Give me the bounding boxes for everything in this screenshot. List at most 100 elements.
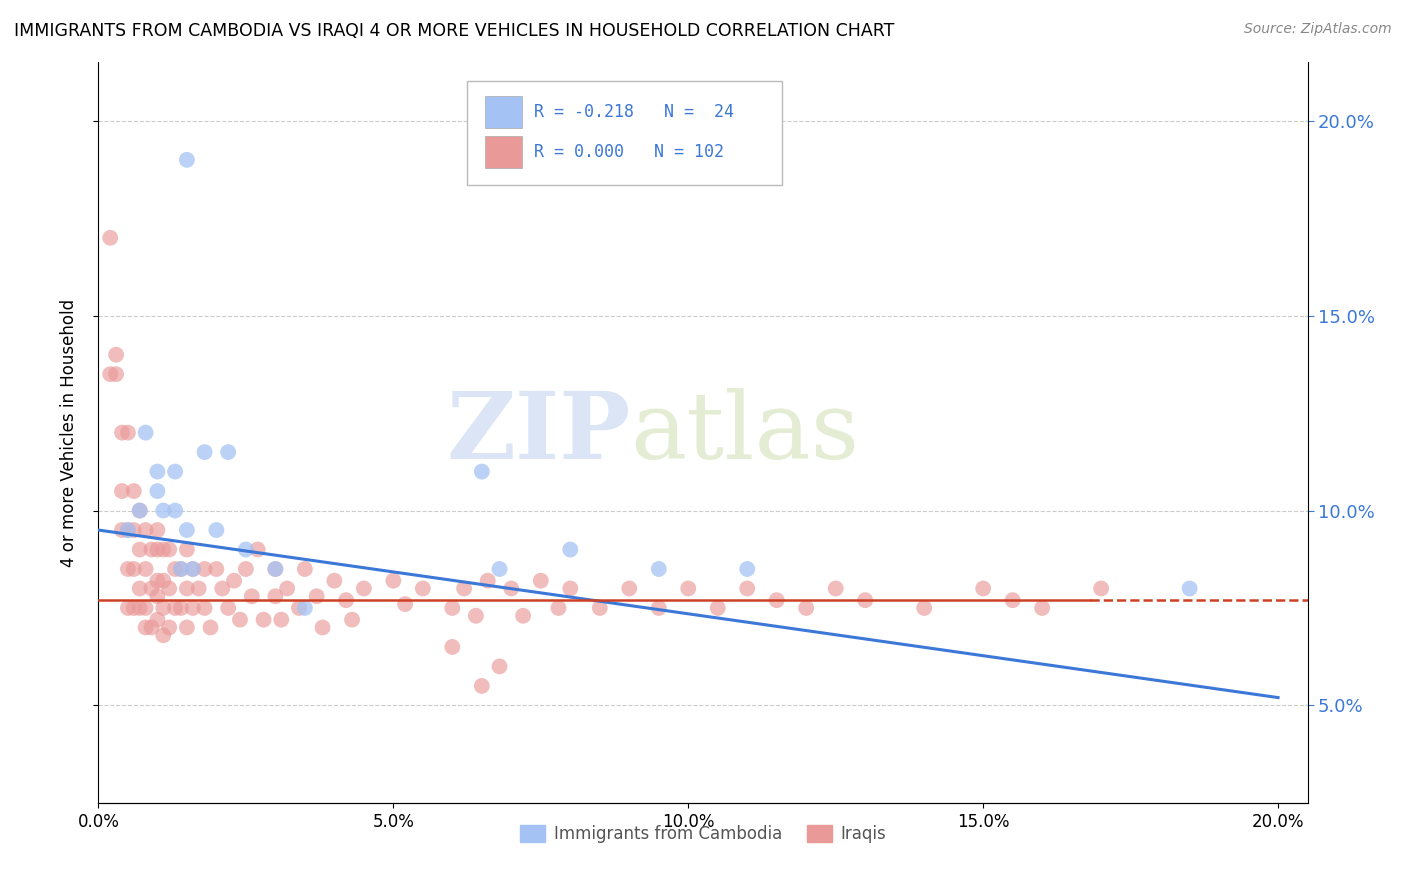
Point (146, 574, 169, 588)
Point (323, 574, 346, 588)
Text: R = 0.000   N = 102: R = 0.000 N = 102 (534, 143, 724, 161)
Point (560, 542, 582, 557)
Point (477, 574, 499, 588)
Point (165, 601, 187, 615)
Point (471, 465, 494, 479)
Text: IMMIGRANTS FROM CAMBODIA VS IRAQI 4 OR MORE VEHICLES IN HOUSEHOLD CORRELATION CH: IMMIGRANTS FROM CAMBODIA VS IRAQI 4 OR M… (14, 22, 894, 40)
Point (794, 601, 817, 615)
Point (252, 613, 274, 627)
Point (560, 582, 582, 596)
Point (117, 523, 139, 537)
Point (181, 562, 204, 576)
Point (589, 601, 612, 615)
Point (264, 562, 287, 576)
Point (194, 601, 217, 615)
Point (98, 231, 121, 245)
Point (547, 601, 569, 615)
Point (264, 562, 287, 576)
Text: R = -0.218   N =  24: R = -0.218 N = 24 (534, 103, 734, 121)
Point (98, 367, 121, 381)
Text: Source: ZipAtlas.com: Source: ZipAtlas.com (1244, 22, 1392, 37)
Point (152, 601, 174, 615)
Point (706, 601, 728, 615)
Point (176, 153, 198, 167)
Point (128, 503, 150, 517)
Point (205, 562, 228, 576)
Point (176, 523, 198, 537)
Point (135, 601, 157, 615)
Point (141, 582, 163, 596)
Point (735, 582, 758, 596)
Point (512, 608, 534, 623)
Point (488, 562, 510, 576)
Point (294, 601, 316, 615)
Point (176, 620, 198, 634)
Y-axis label: 4 or more Vehicles in Household: 4 or more Vehicles in Household (59, 299, 77, 566)
Point (146, 484, 169, 499)
Point (135, 562, 157, 576)
Point (146, 465, 169, 479)
Point (735, 562, 758, 576)
Point (264, 589, 287, 603)
Point (157, 582, 180, 596)
Point (1031, 601, 1053, 615)
Point (194, 445, 217, 459)
Point (152, 503, 174, 517)
Point (122, 523, 145, 537)
Point (157, 542, 180, 557)
Point (648, 562, 671, 576)
Point (105, 367, 128, 381)
Point (176, 542, 198, 557)
Point (453, 582, 475, 596)
Text: ZIP: ZIP (446, 388, 630, 477)
FancyBboxPatch shape (485, 136, 522, 168)
Point (181, 562, 204, 576)
Point (170, 562, 193, 576)
Point (276, 582, 298, 596)
Point (353, 582, 375, 596)
Point (340, 613, 363, 627)
Point (176, 582, 198, 596)
Point (912, 601, 935, 615)
Point (382, 574, 405, 588)
Point (146, 589, 169, 603)
Point (211, 582, 233, 596)
Point (217, 445, 239, 459)
Point (441, 601, 464, 615)
Point (111, 523, 134, 537)
Point (165, 465, 187, 479)
Point (619, 582, 641, 596)
Point (235, 562, 257, 576)
Point (187, 582, 209, 596)
Point (135, 425, 157, 440)
Point (128, 503, 150, 517)
Point (824, 582, 846, 596)
FancyBboxPatch shape (485, 96, 522, 128)
Point (530, 574, 553, 588)
Point (152, 574, 174, 588)
Point (972, 582, 994, 596)
Point (441, 640, 464, 654)
Point (311, 620, 333, 634)
Point (111, 484, 134, 499)
Point (222, 574, 245, 588)
Point (194, 562, 217, 576)
Point (205, 523, 228, 537)
Point (648, 601, 671, 615)
Point (501, 582, 523, 596)
Point (1178, 582, 1201, 596)
Legend: Immigrants from Cambodia, Iraqis: Immigrants from Cambodia, Iraqis (513, 819, 893, 850)
Point (229, 613, 252, 627)
Point (270, 613, 292, 627)
Point (141, 542, 163, 557)
Point (678, 582, 700, 596)
Point (246, 542, 269, 557)
Point (165, 503, 187, 517)
Point (394, 597, 416, 611)
Point (170, 562, 193, 576)
Point (152, 628, 174, 642)
Point (305, 589, 328, 603)
Point (135, 523, 157, 537)
Point (117, 425, 139, 440)
FancyBboxPatch shape (467, 81, 782, 185)
